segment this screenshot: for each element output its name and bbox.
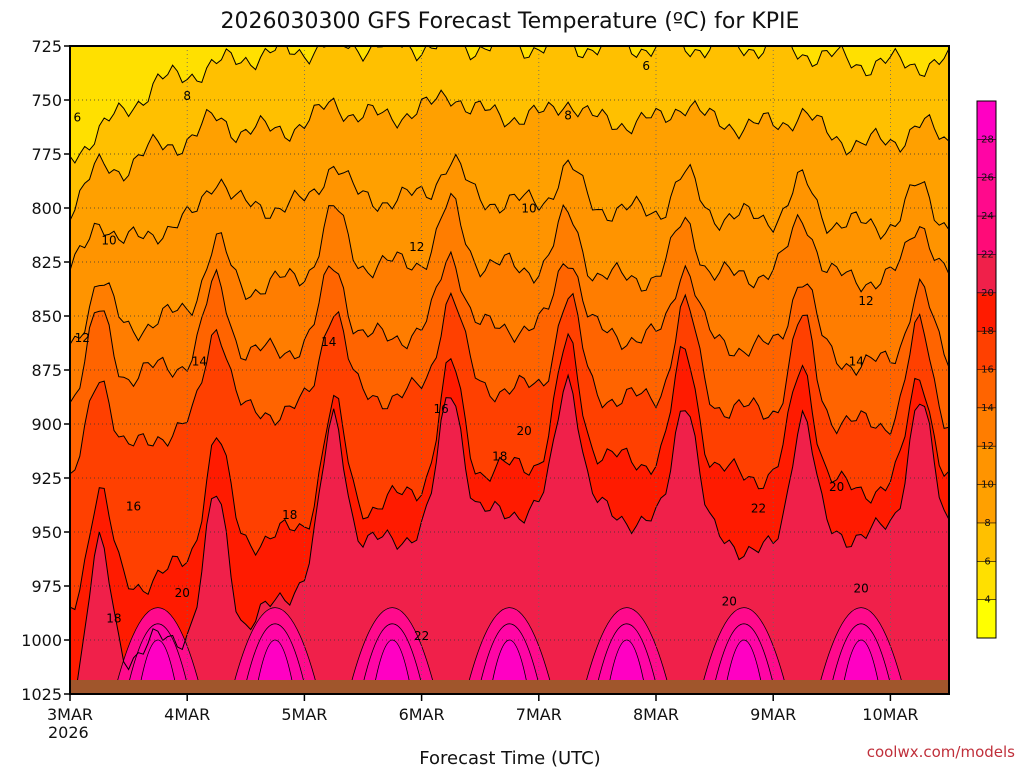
x-tick-label: 5MAR (281, 705, 327, 724)
colorbar-tick-label: 20 (981, 288, 994, 299)
colorbar-tick-label: 6 (984, 556, 990, 567)
colorbar-tick-label: 16 (981, 365, 994, 376)
chart-title: 2026030300 GFS Forecast Temperature (ºC)… (221, 9, 800, 34)
x-tick-label: 3MAR (47, 705, 93, 724)
contour-label: 18 (282, 508, 297, 522)
contour-label: 20 (722, 594, 737, 608)
contour-label: 22 (751, 502, 766, 516)
contour-label: 8 (564, 108, 572, 122)
contour-label: 16 (433, 402, 448, 416)
y-tick-label: 725 (31, 37, 62, 56)
colorbar-tick-label: 22 (981, 249, 994, 260)
x-year-label: 2026 (48, 723, 89, 742)
colorbar-swatch (977, 369, 996, 409)
contour-label: 14 (321, 335, 336, 349)
x-tick-label: 8MAR (633, 705, 679, 724)
contour-labels: 6 8 10 12 14 16 18 20 6 8 10 12 14 16 18 20 22 18 20 22 20 20… (74, 59, 874, 643)
y-tick-label: 1000 (21, 631, 62, 650)
contour-label: 6 (74, 111, 82, 125)
x-tick-label: 10MAR (862, 705, 918, 724)
y-tick-label: 925 (31, 469, 62, 488)
colorbar-swatch (977, 561, 996, 601)
colorbar-swatch (977, 484, 996, 524)
colorbar-swatch (977, 407, 996, 447)
contour-14 (70, 250, 949, 404)
colorbar-swatch (977, 446, 996, 486)
contour-label: 20 (829, 480, 844, 494)
contour-label: 10 (521, 201, 536, 215)
contour-label: 12 (409, 240, 424, 254)
contour-label: 18 (106, 612, 121, 626)
grid-lines (70, 46, 949, 694)
contour-12 (70, 192, 949, 345)
contour-label: 12 (75, 331, 90, 345)
contour-label: 16 (126, 499, 141, 513)
y-tick-label: 750 (31, 91, 62, 110)
contour-label: 6 (642, 59, 650, 73)
y-tick-label: 1025 (21, 685, 62, 704)
colorbar-tick-label: 26 (981, 173, 994, 184)
y-tick-label: 875 (31, 361, 62, 380)
colorbar-tick-label: 4 (984, 595, 990, 606)
contour-label: 20 (175, 586, 190, 600)
contour-label: 18 (492, 450, 507, 464)
y-axis: 725 750 775 800 825 850 875 900 925 950 975 1000 102… (21, 37, 70, 704)
contour-20 (75, 373, 949, 694)
colorbar-tick-label: 14 (981, 403, 994, 414)
contour-lines (70, 46, 949, 694)
colorbar-tick-label: 24 (981, 211, 994, 222)
y-tick-label: 900 (31, 415, 62, 434)
colorbar-swatch (977, 139, 996, 179)
colorbar-swatch (977, 177, 996, 217)
ground-surface (70, 680, 949, 694)
y-tick-label: 775 (31, 145, 62, 164)
contour-label: 22 (414, 629, 429, 643)
contour-label: 14 (192, 355, 207, 369)
plot-area: 6 8 10 12 14 16 18 20 6 8 10 12 14 16 18 20 22 18 20 22 20 20… (70, 46, 949, 694)
x-axis: 3MAR 4MAR 5MAR 6MAR 7MAR 8MAR 9MAR 10MAR (47, 694, 919, 724)
contour-label: 8 (183, 89, 191, 103)
colorbar-tick-label: 8 (984, 518, 990, 529)
contour-label: 12 (858, 294, 873, 308)
contour-18 (70, 332, 949, 611)
y-tick-label: 850 (31, 307, 62, 326)
colorbar-swatch (977, 331, 996, 370)
y-tick-label: 975 (31, 577, 62, 596)
contour-label: 20 (517, 424, 532, 438)
colorbar: 4 6 8 10 12 14 16 18 20 22 24 26 28 (976, 100, 997, 639)
y-tick-label: 800 (31, 199, 62, 218)
y-tick-label: 950 (31, 523, 62, 542)
x-tick-label: 7MAR (516, 705, 562, 724)
x-tick-label: 6MAR (399, 705, 445, 724)
contour-label: 14 (849, 355, 864, 369)
colorbar-swatch (977, 254, 996, 294)
contour-label: 20 (853, 581, 868, 595)
band-20 (75, 375, 949, 694)
colorbar-tick-label: 18 (981, 326, 994, 337)
colorbar-tick-label: 10 (981, 480, 994, 491)
colorbar-swatch (977, 292, 996, 332)
y-tick-label: 825 (31, 253, 62, 272)
colorbar-tick-label: 28 (981, 134, 994, 145)
temperature-bands (70, 46, 949, 694)
colorbar-swatch (977, 522, 996, 562)
x-axis-label: Forecast Time (UTC) (419, 748, 600, 768)
x-tick-label: 4MAR (164, 705, 210, 724)
colorbar-swatch (977, 599, 996, 639)
x-tick-label: 9MAR (750, 705, 796, 724)
contour-16 (70, 291, 949, 475)
contour-10 (70, 153, 949, 271)
colorbar-swatch (977, 216, 996, 255)
source-credit: coolwx.com/models (867, 743, 1015, 761)
colorbar-swatch (977, 101, 996, 140)
contour-8 (70, 89, 949, 221)
contour-6 (70, 46, 949, 164)
colorbar-tick-label: 12 (981, 441, 994, 452)
contour-label: 10 (101, 234, 116, 248)
